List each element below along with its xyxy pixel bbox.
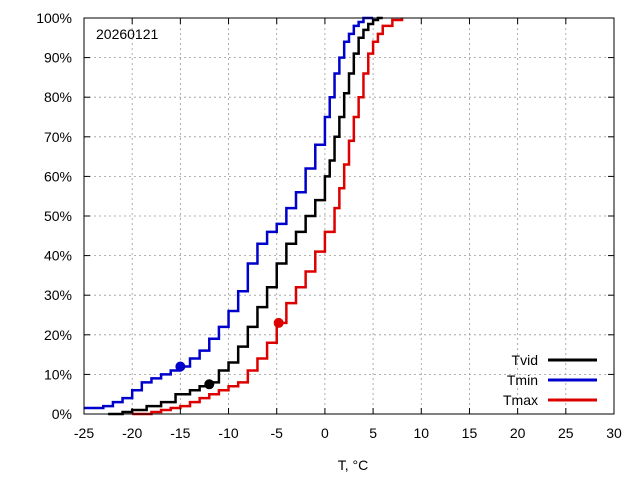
x-tick-label: -15	[170, 425, 190, 441]
legend: Tvid Tmin Tmax	[503, 352, 597, 408]
series-marker-tvid	[204, 379, 215, 390]
series-line-tmin	[84, 16, 374, 410]
y-tick-label: 20%	[44, 327, 72, 343]
y-tick-label: 100%	[36, 10, 72, 26]
x-tick-label: -10	[218, 425, 238, 441]
x-tick-label: 20	[510, 425, 526, 441]
x-axis-title: T, °C	[338, 457, 369, 473]
y-tick-label: 0%	[52, 406, 72, 422]
axis-ticks: -25 -20 -15 -10 -5 0 5 10 15 20 25 30 0% 10% 20% 30% 40%…	[36, 10, 622, 441]
x-tick-label: -5	[271, 425, 284, 441]
x-tick-label: 0	[321, 425, 329, 441]
y-tick-label: 80%	[44, 89, 72, 105]
x-tick-label: -20	[122, 425, 142, 441]
legend-label-tvid: Tvid	[512, 352, 538, 368]
x-tick-label: 25	[558, 425, 574, 441]
x-tick-label: 15	[462, 425, 478, 441]
legend-label-tmax: Tmax	[503, 392, 538, 408]
y-tick-label: 70%	[44, 129, 72, 145]
y-tick-label: 40%	[44, 248, 72, 264]
series-marker-tmin	[175, 361, 186, 372]
y-tick-label: 50%	[44, 208, 72, 224]
y-tick-label: 10%	[44, 366, 72, 382]
x-tick-label: -25	[74, 425, 94, 441]
y-tick-label: 60%	[44, 168, 72, 184]
series-line-tvid	[108, 16, 383, 416]
series-line-tmax	[132, 18, 404, 416]
legend-label-tmin: Tmin	[507, 372, 538, 388]
series-lines	[84, 16, 404, 416]
date-annotation: 20260121	[96, 26, 159, 42]
series-marker-tmax	[273, 317, 284, 328]
x-tick-label: 10	[413, 425, 429, 441]
y-tick-label: 30%	[44, 287, 72, 303]
x-tick-label: 5	[369, 425, 377, 441]
x-tick-label: 30	[606, 425, 622, 441]
series-markers	[175, 317, 284, 390]
grid	[84, 18, 614, 414]
y-tick-label: 90%	[44, 50, 72, 66]
